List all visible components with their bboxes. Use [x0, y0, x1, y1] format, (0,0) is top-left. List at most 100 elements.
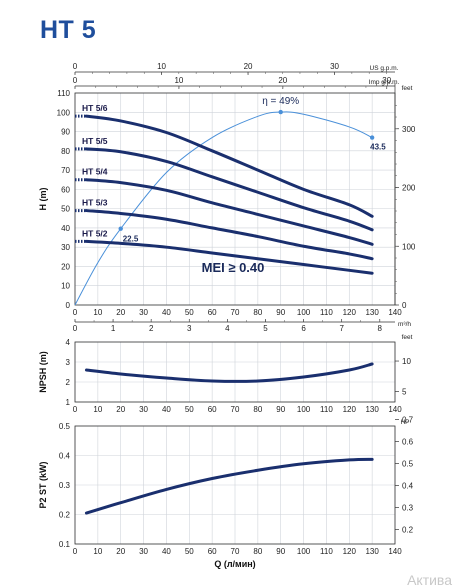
- head-x-tick: 140: [388, 308, 402, 317]
- npsh-x-tick: 140: [388, 405, 402, 414]
- head-curve-label: HT 5/3: [82, 198, 108, 208]
- imp-gpm-tick: 30: [382, 76, 391, 85]
- power-hp-unit: HP: [400, 419, 409, 426]
- npsh-x-tick: 0: [73, 405, 78, 414]
- head-feet-y2-tick: 0: [402, 301, 407, 310]
- m3h-tick: 6: [301, 324, 306, 333]
- head-y-tick: 100: [57, 108, 71, 117]
- power-hp-y2-tick: 0.4: [402, 482, 414, 491]
- npsh-x-tick: 130: [365, 405, 379, 414]
- head-y-tick: 80: [61, 147, 70, 156]
- npsh-x-tick: 60: [208, 405, 217, 414]
- efficiency-curve: [74, 111, 373, 306]
- npsh-x-tick: 120: [343, 405, 357, 414]
- imp-gpm-tick: 0: [73, 76, 78, 85]
- npsh-x-tick: 40: [162, 405, 171, 414]
- head-curve-ht-5-4: [84, 178, 374, 246]
- head-x-tick: 120: [343, 308, 357, 317]
- power-x-tick: 40: [162, 547, 171, 556]
- m3h-tick: 1: [111, 324, 116, 333]
- imp-gpm-unit: Imp g.p.m.: [369, 79, 400, 86]
- us-gpm-tick: 0: [73, 62, 78, 71]
- m3h-tick: 7: [339, 324, 344, 333]
- head-curve-label: HT 5/4: [82, 167, 108, 177]
- power-hp-y2-tick: 0.3: [402, 504, 414, 513]
- head-x-tick: 40: [162, 308, 171, 317]
- head-x-tick: 100: [297, 308, 311, 317]
- m3h-tick: 2: [149, 324, 154, 333]
- head-feet-y2-tick: 200: [402, 184, 416, 193]
- power-y-tick: 0.1: [59, 540, 71, 549]
- page-title: HT 5: [40, 16, 97, 44]
- head-x-tick: 60: [208, 308, 217, 317]
- power-x-tick: 0: [73, 547, 78, 556]
- efficiency-marker-label: 22.5: [123, 235, 139, 244]
- power-x-tick: 60: [208, 547, 217, 556]
- power-x-tick: 50: [185, 547, 194, 556]
- head-feet-y2-tick: 300: [402, 125, 416, 134]
- head-x-tick: 110: [320, 308, 333, 317]
- power-y-tick: 0.4: [59, 452, 71, 461]
- head-y-tick: 0: [66, 301, 71, 310]
- mei-annotation: MEI ≥ 0.40: [202, 260, 265, 275]
- npsh-y-tick: 1: [66, 398, 71, 407]
- head-curve-ht-5-5: [84, 147, 374, 232]
- us-gpm-tick: 10: [157, 62, 166, 71]
- npsh-frame: [74, 341, 396, 403]
- us-gpm-tick: 30: [330, 62, 339, 71]
- npsh-feet-y2-tick: 10: [402, 357, 411, 366]
- head-x-tick: 80: [253, 308, 262, 317]
- npsh-x-tick: 100: [297, 405, 311, 414]
- m3h-unit: m³/h: [398, 321, 411, 328]
- npsh-x-tick: 50: [185, 405, 194, 414]
- head-y-tick: 110: [57, 89, 70, 98]
- power-hp-y2-tick: 0.5: [402, 460, 414, 469]
- head-y-tick: 10: [61, 282, 70, 291]
- power-y-tick: 0.2: [59, 511, 71, 520]
- power-x-label: Q (л/мин): [214, 559, 255, 569]
- npsh-x-tick: 110: [320, 405, 333, 414]
- head-y-tick: 30: [61, 243, 70, 252]
- head-y-tick: 60: [61, 185, 70, 194]
- m3h-tick: 4: [225, 324, 230, 333]
- power-frame: [74, 425, 396, 545]
- npsh-y-tick: 2: [66, 378, 71, 387]
- npsh-y-label: NPSH (m): [38, 351, 48, 393]
- npsh-x-tick: 90: [276, 405, 285, 414]
- power-hp-y2-tick: 0.2: [402, 526, 414, 535]
- power-y-tick: 0.5: [59, 422, 71, 431]
- m3h-tick: 5: [263, 324, 268, 333]
- m3h-tick: 8: [378, 324, 383, 333]
- npsh-y-tick: 4: [66, 338, 71, 347]
- efficiency-marker: [278, 109, 283, 115]
- npsh-feet-unit: feet: [402, 334, 413, 341]
- efficiency-marker-label: 43.5: [370, 143, 386, 152]
- npsh-x-tick: 10: [93, 405, 102, 414]
- head-curve-ht-5-6: [84, 114, 374, 218]
- imp-gpm-tick: 10: [174, 76, 183, 85]
- us-gpm-unit: US g.p.m.: [370, 65, 399, 72]
- npsh-curve: [84, 362, 374, 383]
- head-curve-label: HT 5/5: [82, 136, 108, 146]
- power-x-tick: 10: [93, 547, 102, 556]
- head-feet-y2-tick: 100: [402, 242, 416, 251]
- efficiency-marker: [118, 226, 123, 231]
- head-feet-unit: feet: [402, 85, 413, 92]
- head-curve-label: HT 5/6: [82, 103, 108, 113]
- power-x-tick: 30: [139, 547, 148, 556]
- head-y-tick: 20: [61, 262, 70, 271]
- head-curve-label: HT 5/2: [82, 228, 108, 238]
- head-x-tick: 20: [116, 308, 125, 317]
- m3h-tick: 0: [73, 324, 78, 333]
- head-x-tick: 10: [93, 308, 102, 317]
- power-y-tick: 0.3: [59, 481, 71, 490]
- power-x-tick: 90: [276, 547, 285, 556]
- npsh-x-tick: 20: [116, 405, 125, 414]
- imp-gpm-tick: 20: [278, 76, 287, 85]
- npsh-x-tick: 80: [253, 405, 262, 414]
- head-curve-ht-5-2: [84, 239, 374, 275]
- power-curve: [84, 457, 374, 515]
- head-y-tick: 90: [61, 128, 70, 137]
- power-x-tick: 100: [297, 547, 311, 556]
